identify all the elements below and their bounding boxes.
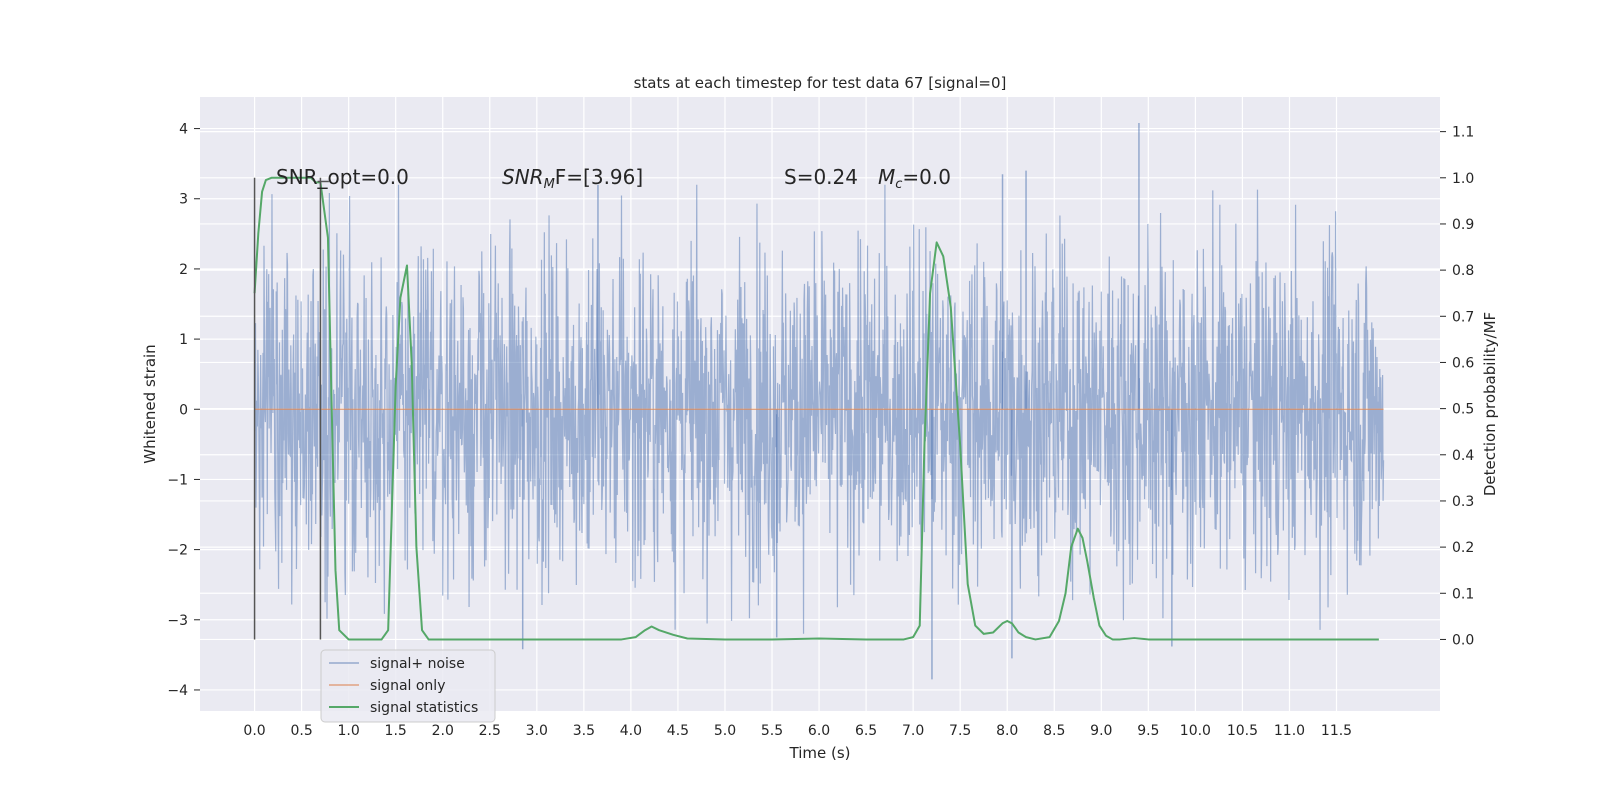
y-axis-ticks: 4 3 2 1 0 −1 −2 −3 −4 — [167, 122, 200, 699]
x-tick-label: 3.5 — [573, 723, 595, 739]
y2-tick-label: 1.0 — [1452, 171, 1474, 187]
x-tick-label: 5.0 — [714, 723, 736, 739]
y-tick-label: 0 — [179, 402, 188, 418]
y2-tick-label: 0.8 — [1452, 263, 1474, 279]
x-tick-label: 11.0 — [1274, 723, 1305, 739]
legend-box — [320, 649, 496, 723]
x-tick-label: 4.5 — [667, 723, 689, 739]
x-tick-label: 1.5 — [385, 723, 407, 739]
x-tick-label: 8.0 — [996, 723, 1018, 739]
annotation-snr-mf-main: SNR — [502, 165, 544, 189]
y-tick-label: 4 — [179, 122, 188, 138]
y-axis-label: Whitened strain — [141, 344, 159, 463]
x-tick-label: 6.0 — [808, 723, 830, 739]
legend-label-noise: signal+ noise — [370, 656, 465, 672]
annotation-s: S=0.24 — [784, 165, 858, 189]
legend-label-statistics: signal statistics — [370, 700, 478, 716]
y2-tick-label: 0.1 — [1452, 586, 1474, 602]
y2-tick-label: 0.5 — [1452, 402, 1474, 418]
legend: signal+ noise signal only signal statist… — [320, 649, 496, 723]
legend-label-signal-only: signal only — [370, 678, 445, 694]
x-tick-label: 0.5 — [290, 723, 312, 739]
x-tick-label: 9.0 — [1090, 723, 1112, 739]
series-signal-plus-noise — [253, 122, 1385, 680]
x-tick-label: 10.0 — [1180, 723, 1211, 739]
annotation-snr-opt: SNR_opt=0.0 — [276, 165, 409, 189]
y-tick-label: −4 — [167, 683, 188, 699]
y2-axis-label: Detection probability/MF — [1481, 312, 1499, 496]
y-tick-label: −1 — [167, 472, 188, 488]
annotation-snr-mf-rest: F=[3.96] — [555, 165, 643, 189]
x-tick-label: 0.0 — [243, 723, 265, 739]
annotation-mc-rest: =0.0 — [902, 165, 951, 189]
x-tick-label: 3.0 — [526, 723, 548, 739]
y2-tick-label: 0.2 — [1452, 540, 1474, 556]
y-tick-label: −3 — [167, 613, 188, 629]
y2-tick-label: 1.1 — [1452, 125, 1474, 141]
y-tick-label: 3 — [179, 192, 188, 208]
y2-tick-label: 0.6 — [1452, 355, 1474, 371]
y-tick-label: 1 — [179, 332, 188, 348]
x-tick-label: 9.5 — [1137, 723, 1159, 739]
x-tick-label: 2.5 — [479, 723, 501, 739]
x-axis-label: Time (s) — [789, 744, 851, 762]
annotation-snr-mf: SNRMF=[3.96] — [502, 165, 643, 192]
y2-tick-label: 0.4 — [1452, 448, 1474, 464]
x-tick-label: 8.5 — [1043, 723, 1065, 739]
annotation-mc-sub: c — [895, 177, 902, 192]
x-tick-label: 7.0 — [902, 723, 924, 739]
x-tick-label: 4.0 — [620, 723, 642, 739]
x-tick-label: 6.5 — [855, 723, 877, 739]
statistics-line — [253, 176, 1379, 641]
x-tick-label: 7.5 — [949, 723, 971, 739]
x-axis-ticks: 0.0 0.5 1.0 1.5 2.0 2.5 3.0 3.5 4.0 4.5 5.0 5.5 6.0 6… — [243, 723, 1352, 739]
y2-tick-label: 0.7 — [1452, 309, 1474, 325]
x-tick-label: 11.5 — [1321, 723, 1352, 739]
x-tick-label: 5.5 — [761, 723, 783, 739]
y2-tick-label: 0.0 — [1452, 632, 1474, 648]
x-tick-label: 10.5 — [1227, 723, 1258, 739]
annotation-snr-mf-sub: M — [544, 177, 555, 192]
x-tick-label: 1.0 — [338, 723, 360, 739]
chart-title: stats at each timestep for test data 67 … — [634, 74, 1007, 92]
y-tick-label: −2 — [167, 543, 188, 559]
series-signal-statistics — [253, 176, 1379, 641]
x-tick-label: 2.0 — [432, 723, 454, 739]
y-tick-label: 2 — [179, 262, 188, 278]
annotation-mc-main: M — [878, 165, 895, 189]
y2-tick-label: 0.9 — [1452, 217, 1474, 233]
y2-axis-ticks: 1.1 1.0 0.9 0.8 0.7 0.6 0.5 0.4 0.3 0.2 0.1 0.0 — [1440, 125, 1474, 648]
marker-lines — [253, 177, 329, 640]
y2-tick-label: 0.3 — [1452, 494, 1474, 510]
noise-trace — [253, 184, 1385, 634]
annotation-mc: Mc=0.0 — [878, 165, 951, 192]
